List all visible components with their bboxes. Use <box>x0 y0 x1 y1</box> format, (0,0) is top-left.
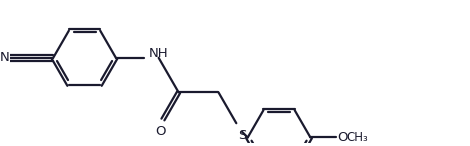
Text: NH: NH <box>149 47 168 60</box>
Text: N: N <box>0 51 9 64</box>
Text: S: S <box>238 129 246 142</box>
Text: CH₃: CH₃ <box>347 131 368 144</box>
Text: O: O <box>337 131 348 144</box>
Text: O: O <box>155 125 165 138</box>
